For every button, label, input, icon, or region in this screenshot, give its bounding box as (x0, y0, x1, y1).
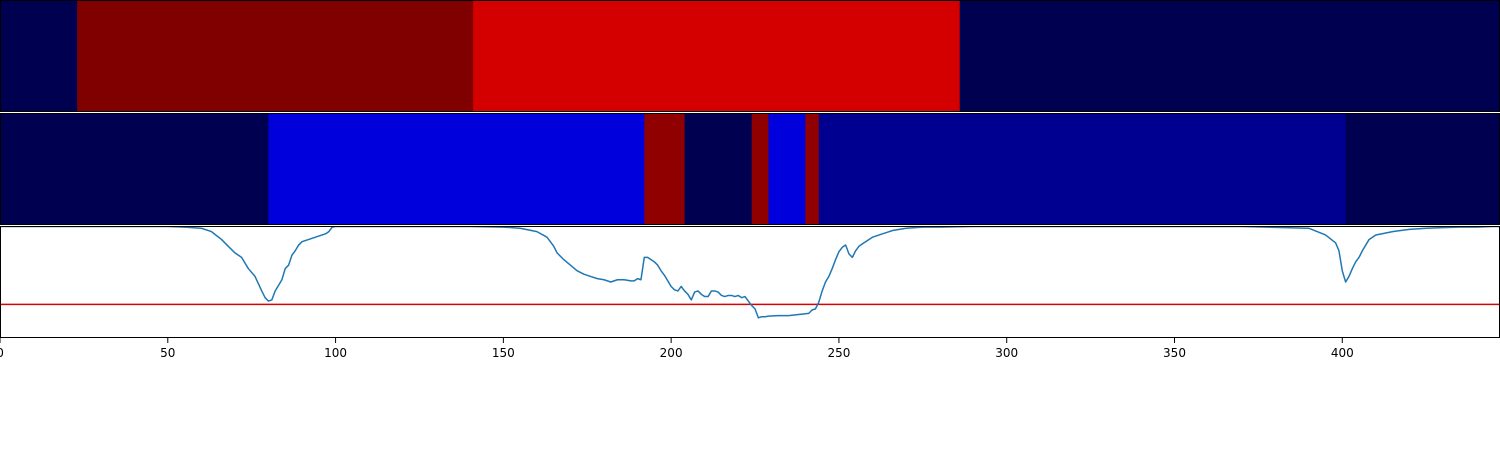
x-tick-label: 200 (660, 346, 683, 360)
heat-segment-1-7 (818, 113, 1347, 225)
heat-segment-1-4 (751, 113, 769, 225)
x-tick-label: 100 (324, 346, 347, 360)
x-tick-label: 350 (1163, 346, 1186, 360)
x-tick-label: 150 (492, 346, 515, 360)
x-tick-label: 50 (160, 346, 175, 360)
x-tick-label: 400 (1331, 346, 1354, 360)
line-track-bottom (0, 225, 1500, 338)
x-tick-label: 250 (827, 346, 850, 360)
heat-segment-1-5 (768, 113, 806, 225)
heat-segment-1-3 (684, 113, 753, 225)
heat-segment-1-6 (805, 113, 820, 225)
heat-segment-1-8 (1345, 113, 1500, 225)
heat-segment-0-2 (473, 0, 961, 112)
heat-segment-0-1 (77, 0, 474, 112)
line-track-background (0, 226, 1500, 338)
heat-segment-0-3 (959, 0, 1500, 112)
x-axis: 0 50 100 150 200 250 300 350 400 (0, 338, 1354, 360)
heat-track-middle (0, 113, 1500, 225)
heat-segment-1-2 (644, 113, 686, 225)
heat-segment-0-0 (0, 0, 78, 112)
heat-track-top (0, 0, 1500, 112)
x-tick-label: 0 (0, 346, 4, 360)
heat-segment-1-0 (0, 113, 269, 225)
heat-segment-1-1 (268, 113, 645, 225)
x-tick-label: 300 (995, 346, 1018, 360)
